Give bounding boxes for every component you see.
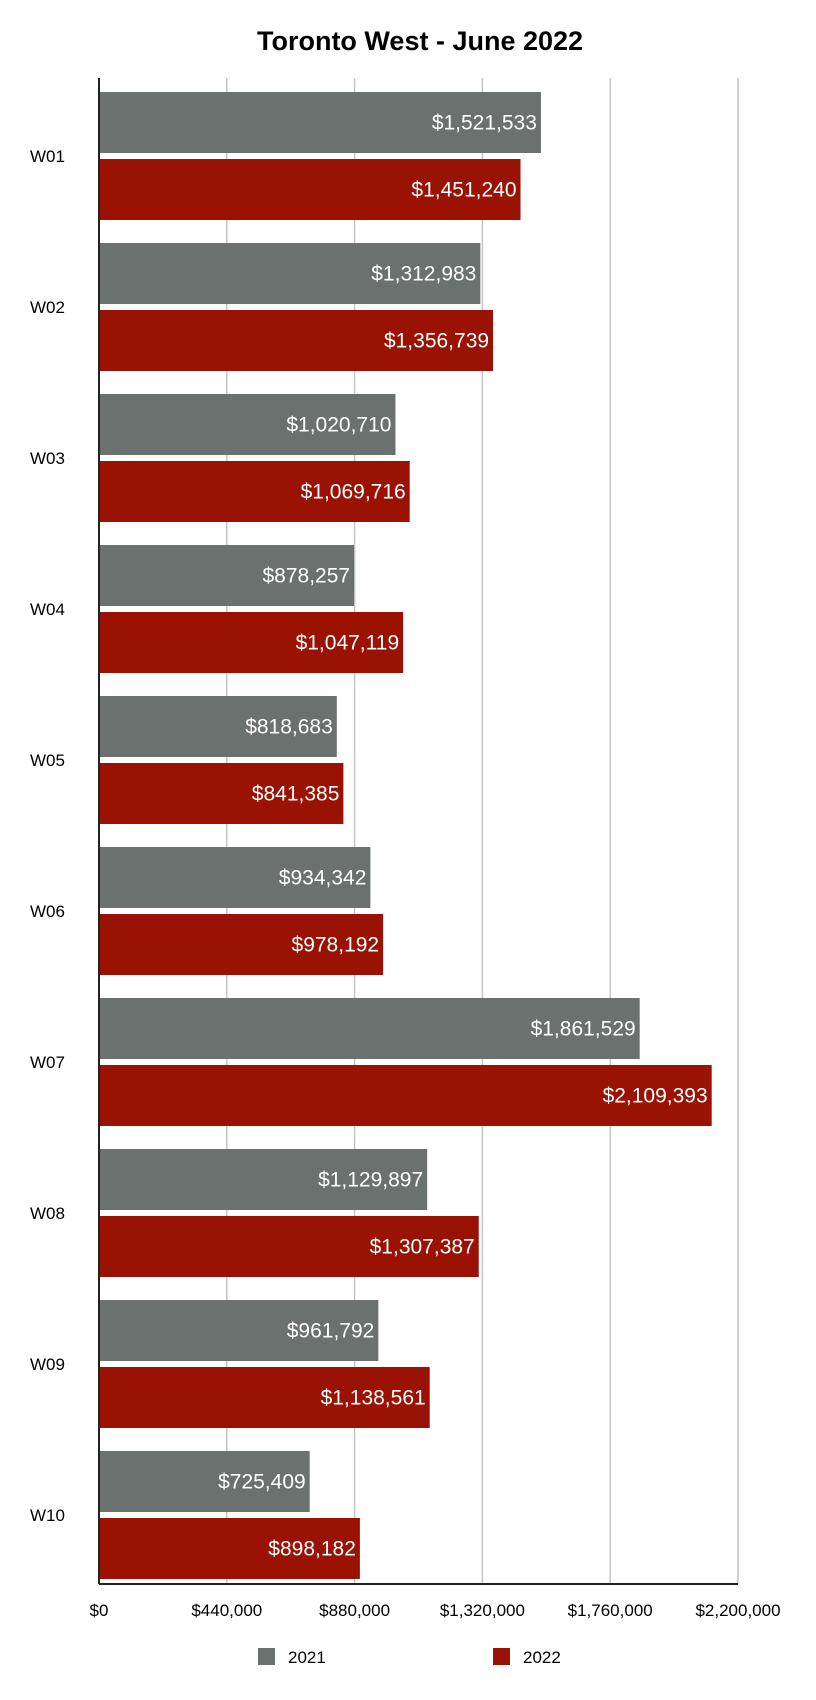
data-label: $1,307,387 (370, 1236, 475, 1259)
bar-2022-W02 (99, 310, 494, 371)
bars: $1,521,533 $1,451,240 $1,312,983 $1,356,739… (99, 92, 712, 1579)
category-label: W08 (30, 1204, 65, 1223)
bar-2022-W05 (99, 763, 344, 824)
bar-2021-W06 (99, 847, 371, 908)
bar-2022-W10 (99, 1518, 360, 1579)
x-tick-label: $440,000 (191, 1601, 262, 1620)
x-tick-label: $1,760,000 (568, 1601, 653, 1620)
category-label: W06 (30, 902, 65, 921)
data-label: $1,138,561 (321, 1387, 426, 1410)
bar-2021-W01 (99, 92, 541, 153)
bar-2022-W09 (99, 1367, 430, 1428)
data-label: $1,521,533 (432, 112, 537, 135)
data-label: $2,109,393 (603, 1085, 708, 1108)
bar-2021-W07 (99, 998, 640, 1059)
data-label: $1,312,983 (371, 263, 476, 286)
data-label: $1,451,240 (411, 179, 516, 202)
x-tick-label: $2,200,000 (695, 1601, 780, 1620)
data-label: $1,129,897 (318, 1169, 423, 1192)
category-label: W01 (30, 147, 65, 166)
category-label: W02 (30, 298, 65, 317)
bar-2021-W02 (99, 243, 481, 304)
data-label: $898,182 (268, 1538, 356, 1561)
category-label: W05 (30, 751, 65, 770)
bar-2021-W03 (99, 394, 396, 455)
x-tick-label: $1,320,000 (440, 1601, 525, 1620)
bar-2021-W10 (99, 1451, 310, 1512)
bar-2021-W08 (99, 1149, 428, 1210)
data-label: $1,047,119 (296, 632, 400, 655)
legend-label-2021: 2021 (288, 1648, 326, 1667)
category-label: W09 (30, 1355, 65, 1374)
data-label: $934,342 (279, 867, 367, 890)
legend-swatch-2021 (258, 1648, 275, 1665)
axes: $0 $440,000 $880,000 $1,320,000 $1,760,000 $2… (30, 78, 781, 1620)
chart-title: Toronto West - June 2022 (257, 26, 583, 56)
legend: 2021 2022 (258, 1648, 561, 1667)
legend-label-2022: 2022 (523, 1648, 561, 1667)
x-tick-label: $880,000 (319, 1601, 390, 1620)
data-label: $1,861,529 (531, 1018, 636, 1041)
data-label: $961,792 (287, 1320, 375, 1343)
data-label: $878,257 (263, 565, 351, 588)
bar-2022-W08 (99, 1216, 479, 1277)
bar-2022-W03 (99, 461, 410, 522)
x-tick-label: $0 (90, 1601, 109, 1620)
bar-2021-W05 (99, 696, 337, 757)
data-label: $841,385 (252, 783, 340, 806)
category-label: W07 (30, 1053, 65, 1072)
category-label: W04 (30, 600, 65, 619)
data-label: $1,356,739 (384, 330, 489, 353)
data-label: $725,409 (218, 1471, 306, 1494)
data-label: $818,683 (245, 716, 333, 739)
data-label: $978,192 (292, 934, 380, 957)
legend-swatch-2022 (493, 1648, 510, 1665)
bar-2021-W09 (99, 1300, 379, 1361)
data-label: $1,069,716 (301, 481, 406, 504)
category-label: W03 (30, 449, 65, 468)
bar-2022-W01 (99, 159, 521, 220)
bar-2021-W04 (99, 545, 355, 606)
data-label: $1,020,710 (286, 414, 391, 437)
category-label: W10 (30, 1506, 65, 1525)
bar-2022-W06 (99, 914, 384, 975)
bar-2022-W07 (99, 1065, 712, 1126)
bar-2022-W04 (99, 612, 404, 673)
